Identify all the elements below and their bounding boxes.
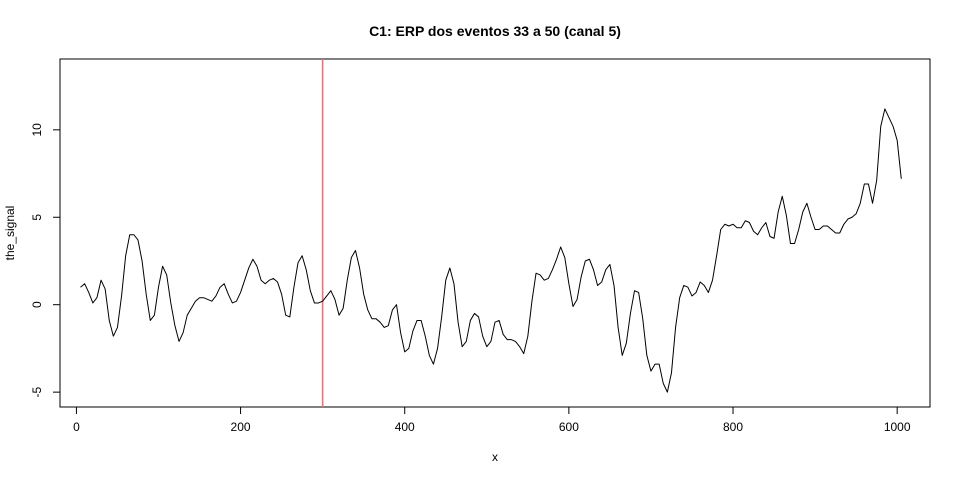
y-tick-label: 0 [30,301,44,308]
y-tick-label: -5 [30,386,44,397]
y-axis: -5 0 5 10 [30,123,61,397]
x-tick-label: 0 [73,420,80,434]
signal-series-line [80,108,902,393]
x-axis: 0 200 400 600 800 1000 [73,406,911,434]
y-axis-label: the_signal [3,206,17,261]
x-tick-label: 200 [231,420,251,434]
plot-frame [59,58,931,408]
x-tick-label: 800 [723,420,743,434]
chart-title: C1: ERP dos eventos 33 a 50 (canal 5) [369,23,621,39]
x-axis-label: x [492,450,498,464]
x-tick-label: 1000 [884,420,911,434]
x-tick-label: 600 [559,420,579,434]
plot-area [80,59,902,407]
y-tick-label: 10 [30,123,44,137]
x-tick-label: 400 [395,420,415,434]
y-tick-label: 5 [30,214,44,221]
